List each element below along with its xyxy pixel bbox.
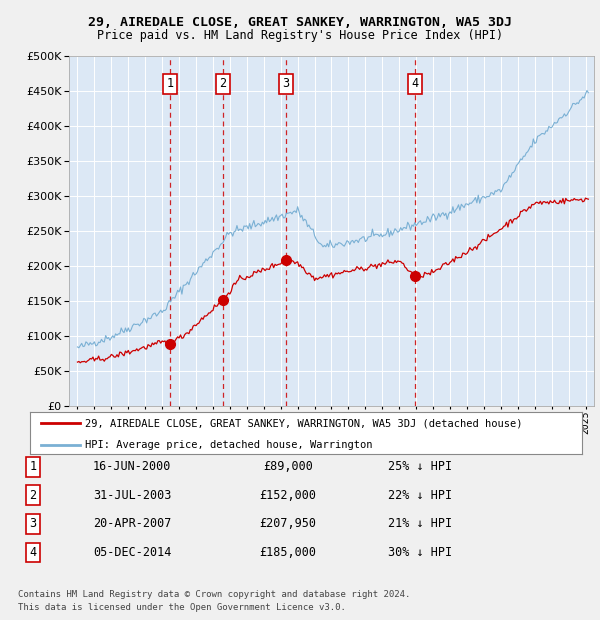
Text: 1: 1 [166, 78, 173, 91]
Bar [170, 56, 223, 406]
Text: 29, AIREDALE CLOSE, GREAT SANKEY, WARRINGTON, WA5 3DJ (detached house): 29, AIREDALE CLOSE, GREAT SANKEY, WARRIN… [85, 418, 523, 428]
Text: 16-JUN-2000: 16-JUN-2000 [93, 460, 171, 473]
Text: 30% ↓ HPI: 30% ↓ HPI [388, 546, 452, 559]
Text: 4: 4 [29, 546, 37, 559]
Text: 2: 2 [219, 78, 226, 91]
Text: £89,000: £89,000 [263, 460, 313, 473]
Text: £152,000: £152,000 [260, 489, 317, 502]
Text: £185,000: £185,000 [260, 546, 317, 559]
Text: 20-APR-2007: 20-APR-2007 [93, 517, 171, 530]
Text: 29, AIREDALE CLOSE, GREAT SANKEY, WARRINGTON, WA5 3DJ: 29, AIREDALE CLOSE, GREAT SANKEY, WARRIN… [88, 16, 512, 29]
Text: 3: 3 [282, 78, 289, 91]
Text: 4: 4 [411, 78, 418, 91]
Text: 25% ↓ HPI: 25% ↓ HPI [388, 460, 452, 473]
Bar [286, 56, 415, 406]
Text: £207,950: £207,950 [260, 517, 317, 530]
Text: Price paid vs. HM Land Registry's House Price Index (HPI): Price paid vs. HM Land Registry's House … [97, 29, 503, 42]
Text: HPI: Average price, detached house, Warrington: HPI: Average price, detached house, Warr… [85, 440, 373, 450]
Text: 22% ↓ HPI: 22% ↓ HPI [388, 489, 452, 502]
Text: 21% ↓ HPI: 21% ↓ HPI [388, 517, 452, 530]
Text: 3: 3 [29, 517, 37, 530]
Text: 2: 2 [29, 489, 37, 502]
Text: 31-JUL-2003: 31-JUL-2003 [93, 489, 171, 502]
Text: 1: 1 [29, 460, 37, 473]
Text: Contains HM Land Registry data © Crown copyright and database right 2024.
This d: Contains HM Land Registry data © Crown c… [18, 590, 410, 612]
Text: 05-DEC-2014: 05-DEC-2014 [93, 546, 171, 559]
